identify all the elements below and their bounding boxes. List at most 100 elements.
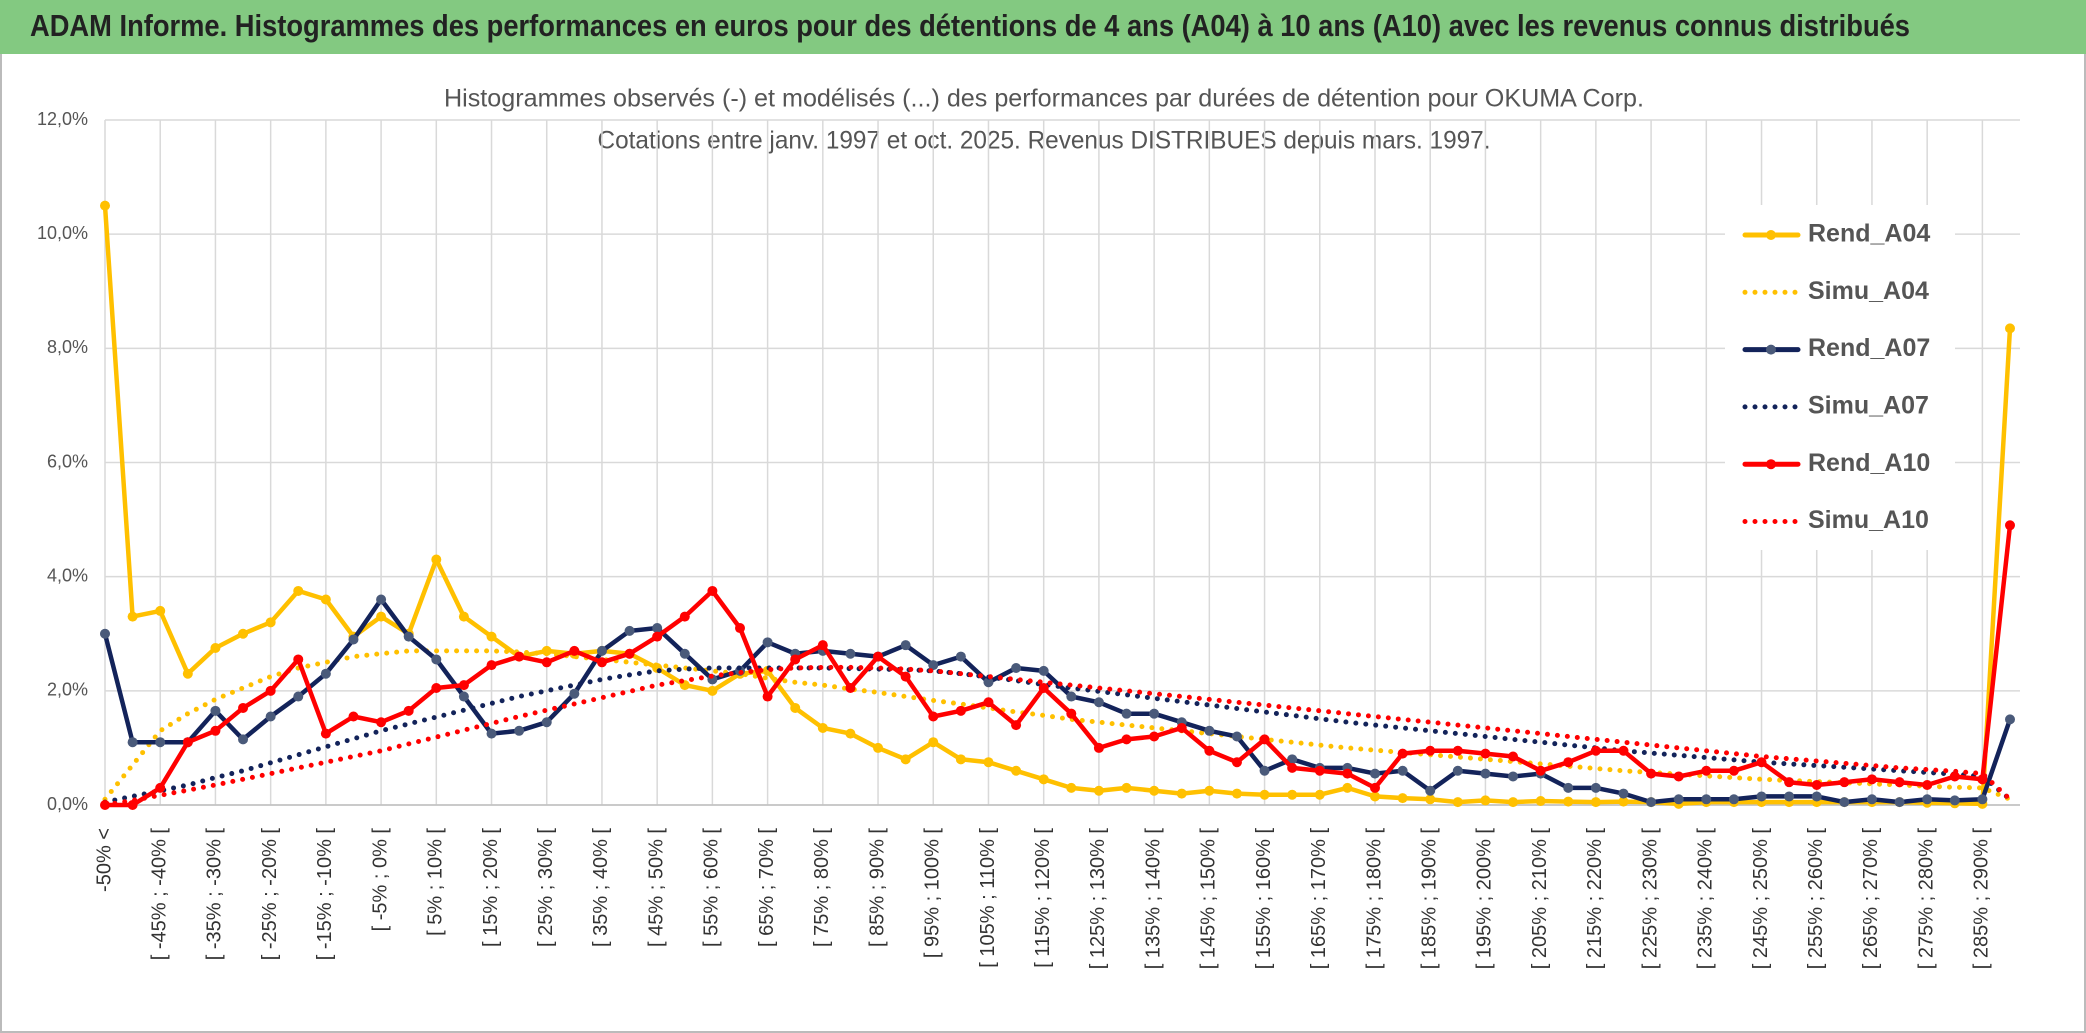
- data-point: [596, 657, 607, 668]
- series-line: [102, 597, 2013, 805]
- data-point: [900, 754, 911, 765]
- data-point: [155, 782, 166, 793]
- data-point: [845, 648, 856, 659]
- data-point: [182, 668, 193, 679]
- data-point: [1011, 720, 1022, 731]
- legend-marker: [1766, 344, 1776, 355]
- x-tick-label: -50% <: [93, 828, 115, 892]
- x-tick-label: [ 275% ; 280% [: [1915, 828, 1937, 970]
- data-point: [541, 657, 552, 668]
- data-point: [1922, 780, 1933, 791]
- data-point: [1563, 796, 1574, 807]
- data-point: [1618, 796, 1629, 807]
- data-point: [155, 737, 166, 748]
- data-point: [955, 705, 966, 716]
- x-tick-label: [ 45% ; 50% [: [645, 828, 667, 947]
- data-point: [431, 654, 442, 665]
- y-tick-label: 2,0%: [47, 680, 88, 700]
- data-point: [1590, 782, 1601, 793]
- data-point: [1480, 795, 1491, 806]
- data-point: [2005, 323, 2015, 334]
- data-point: [265, 711, 276, 722]
- data-point: [238, 702, 249, 713]
- data-point: [431, 682, 442, 693]
- x-tick-label: [ 155% ; 160% [: [1253, 828, 1275, 970]
- data-point: [1093, 785, 1104, 796]
- data-point: [1535, 765, 1546, 776]
- x-tick-label: [ -5% ; 0% [: [369, 828, 391, 932]
- data-point: [320, 594, 331, 605]
- x-tick-label: [ 65% ; 70% [: [756, 828, 778, 947]
- data-point: [1590, 797, 1601, 808]
- data-point: [293, 654, 304, 665]
- legend-label: Rend_A07: [1808, 334, 1930, 362]
- data-point: [1728, 765, 1739, 776]
- data-point: [1149, 708, 1160, 719]
- data-point: [790, 654, 801, 665]
- data-point: [900, 671, 911, 682]
- data-point: [265, 617, 276, 628]
- data-point: [1563, 757, 1574, 768]
- data-point: [1204, 745, 1215, 756]
- data-point: [1204, 725, 1215, 736]
- data-point: [1922, 794, 1933, 805]
- data-point: [1701, 794, 1712, 805]
- data-point: [1673, 794, 1684, 805]
- data-point: [100, 628, 110, 639]
- y-tick-label: 8,0%: [47, 337, 88, 357]
- data-point: [928, 737, 939, 748]
- data-point: [1314, 765, 1325, 776]
- data-point: [458, 611, 469, 622]
- y-tick-label: 12,0%: [37, 109, 88, 129]
- x-tick-label: [ 255% ; 260% [: [1805, 828, 1827, 970]
- x-tick-label: [ 125% ; 130% [: [1087, 828, 1109, 970]
- legend-marker: [1766, 230, 1776, 240]
- data-point: [210, 643, 221, 654]
- x-tick-label: [ 35% ; 40% [: [590, 828, 612, 947]
- data-point: [1563, 782, 1574, 793]
- data-point: [1149, 731, 1160, 742]
- x-tick-label: [ 285% ; 290% [: [1971, 828, 1993, 970]
- data-point: [155, 605, 166, 616]
- data-point: [569, 688, 580, 699]
- data-point: [514, 725, 525, 736]
- x-tick-label: [ 145% ; 150% [: [1198, 828, 1220, 970]
- data-point: [1011, 663, 1022, 673]
- data-point: [1342, 782, 1353, 793]
- data-point: [1314, 789, 1325, 800]
- y-tick-label: 6,0%: [47, 451, 88, 471]
- data-point: [1287, 789, 1298, 800]
- data-point: [1259, 765, 1270, 776]
- data-point: [983, 697, 994, 708]
- data-point: [1425, 785, 1436, 796]
- data-point: [376, 611, 387, 622]
- data-point: [900, 640, 911, 651]
- data-point: [1480, 748, 1491, 759]
- chart-title: Histogrammes observés (-) et modélisés (…: [444, 85, 1644, 113]
- x-tick-label: [ 135% ; 140% [: [1142, 828, 1164, 970]
- data-point: [1452, 765, 1463, 776]
- data-point: [817, 640, 828, 651]
- x-tick-label: [ 195% ; 200% [: [1474, 828, 1496, 970]
- data-point: [1701, 765, 1712, 776]
- data-point: [1756, 757, 1767, 768]
- legend-marker: [1766, 459, 1776, 470]
- x-tick-label: [ 15% ; 20% [: [480, 828, 502, 947]
- data-point: [2005, 520, 2015, 531]
- data-point: [376, 717, 387, 728]
- data-point: [1756, 791, 1767, 802]
- data-point: [596, 645, 607, 656]
- data-point: [845, 728, 856, 739]
- data-point: [1176, 788, 1187, 799]
- data-point: [320, 668, 331, 679]
- legend-label: Simu_A07: [1808, 392, 1929, 420]
- data-point: [1508, 771, 1519, 782]
- data-point: [1038, 682, 1049, 693]
- data-point: [817, 722, 828, 733]
- data-point: [1287, 762, 1298, 773]
- data-point: [1121, 734, 1132, 745]
- data-point: [569, 645, 580, 656]
- data-point: [1646, 768, 1657, 779]
- data-point: [403, 631, 414, 642]
